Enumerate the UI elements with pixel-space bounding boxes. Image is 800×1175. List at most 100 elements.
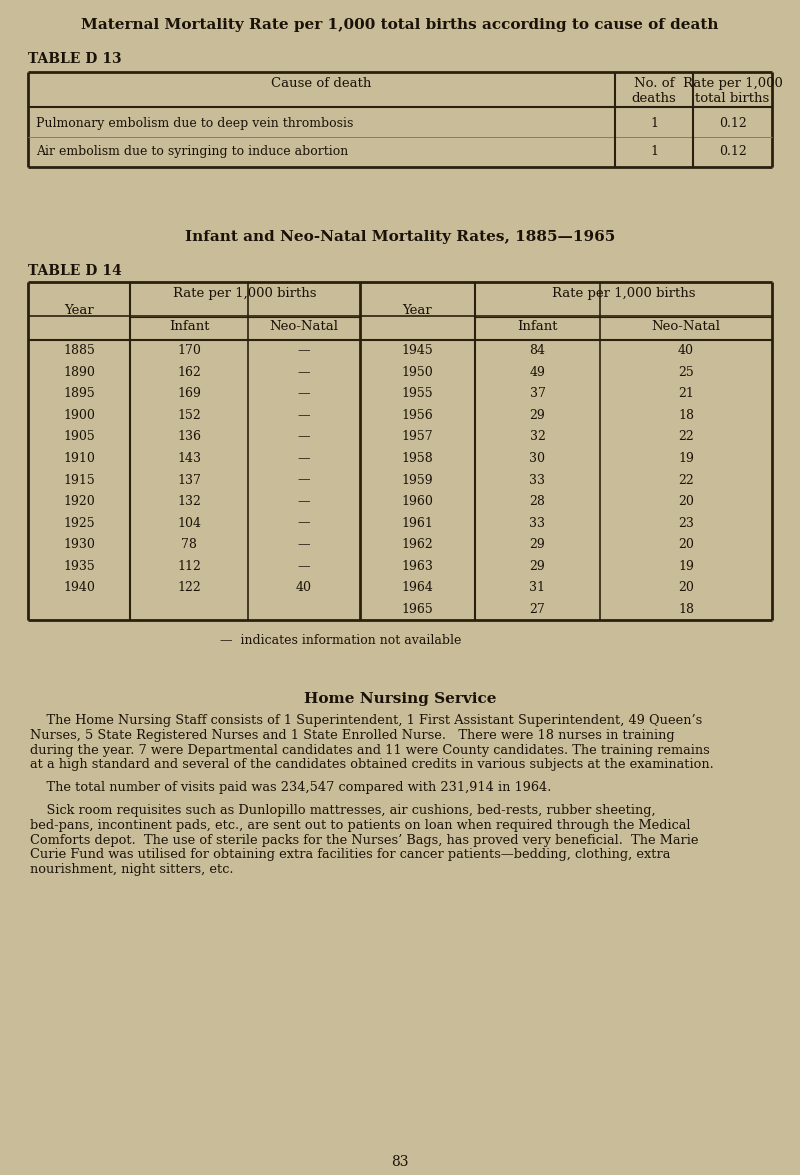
Text: 37: 37 bbox=[530, 388, 546, 401]
Text: 152: 152 bbox=[177, 409, 201, 422]
Text: 1920: 1920 bbox=[63, 495, 95, 508]
Text: 21: 21 bbox=[678, 388, 694, 401]
Text: 136: 136 bbox=[177, 430, 201, 443]
Text: 1915: 1915 bbox=[63, 474, 95, 486]
Text: Nurses, 5 State Registered Nurses and 1 State Enrolled Nurse.   There were 18 nu: Nurses, 5 State Registered Nurses and 1 … bbox=[30, 728, 674, 741]
Text: 1: 1 bbox=[650, 145, 658, 157]
Text: 104: 104 bbox=[177, 517, 201, 530]
Text: 31: 31 bbox=[530, 582, 546, 595]
Text: 1957: 1957 bbox=[402, 430, 434, 443]
Text: Rate per 1,000 births: Rate per 1,000 births bbox=[552, 287, 695, 300]
Text: Comforts depot.  The use of sterile packs for the Nurses’ Bags, has proved very : Comforts depot. The use of sterile packs… bbox=[30, 833, 698, 847]
Text: 20: 20 bbox=[678, 538, 694, 551]
Text: 1945: 1945 bbox=[402, 344, 434, 357]
Text: Year: Year bbox=[402, 304, 432, 317]
Text: —: — bbox=[298, 388, 310, 401]
Text: 0.12: 0.12 bbox=[718, 145, 746, 157]
Text: TABLE D 14: TABLE D 14 bbox=[28, 264, 122, 278]
Text: 1895: 1895 bbox=[63, 388, 95, 401]
Text: 33: 33 bbox=[530, 474, 546, 486]
Text: 29: 29 bbox=[530, 538, 546, 551]
Text: 169: 169 bbox=[177, 388, 201, 401]
Text: 0.12: 0.12 bbox=[718, 118, 746, 130]
Text: 1940: 1940 bbox=[63, 582, 95, 595]
Text: 1960: 1960 bbox=[402, 495, 434, 508]
Text: 1930: 1930 bbox=[63, 538, 95, 551]
Text: 1900: 1900 bbox=[63, 409, 95, 422]
Text: 143: 143 bbox=[177, 452, 201, 465]
Text: bed-pans, incontinent pads, etc., are sent out to patients on loan when required: bed-pans, incontinent pads, etc., are se… bbox=[30, 819, 690, 832]
Text: Infant: Infant bbox=[169, 320, 210, 333]
Text: 30: 30 bbox=[530, 452, 546, 465]
Text: 162: 162 bbox=[177, 365, 201, 378]
Text: 1958: 1958 bbox=[402, 452, 434, 465]
Text: 78: 78 bbox=[181, 538, 197, 551]
Text: 29: 29 bbox=[530, 559, 546, 572]
Text: Home Nursing Service: Home Nursing Service bbox=[304, 692, 496, 706]
Text: Neo-Natal: Neo-Natal bbox=[651, 320, 721, 333]
Text: 18: 18 bbox=[678, 409, 694, 422]
Text: —: — bbox=[298, 495, 310, 508]
Text: at a high standard and several of the candidates obtained credits in various sub: at a high standard and several of the ca… bbox=[30, 758, 714, 772]
Text: 20: 20 bbox=[678, 495, 694, 508]
Text: Curie Fund was utilised for obtaining extra facilities for cancer patients—beddi: Curie Fund was utilised for obtaining ex… bbox=[30, 848, 670, 861]
Text: Infant: Infant bbox=[518, 320, 558, 333]
Text: 29: 29 bbox=[530, 409, 546, 422]
Text: —: — bbox=[298, 517, 310, 530]
Text: The Home Nursing Staff consists of 1 Superintendent, 1 First Assistant Superinte: The Home Nursing Staff consists of 1 Sup… bbox=[30, 714, 702, 727]
Text: 49: 49 bbox=[530, 365, 546, 378]
Text: 22: 22 bbox=[678, 474, 694, 486]
Text: —: — bbox=[298, 452, 310, 465]
Text: Cause of death: Cause of death bbox=[271, 78, 372, 90]
Text: 28: 28 bbox=[530, 495, 546, 508]
Text: 20: 20 bbox=[678, 582, 694, 595]
Text: —: — bbox=[298, 409, 310, 422]
Text: 1925: 1925 bbox=[63, 517, 95, 530]
Text: 23: 23 bbox=[678, 517, 694, 530]
Text: —: — bbox=[298, 430, 310, 443]
Text: 1: 1 bbox=[650, 118, 658, 130]
Text: 18: 18 bbox=[678, 603, 694, 616]
Text: 1962: 1962 bbox=[402, 538, 434, 551]
Text: Year: Year bbox=[64, 304, 94, 317]
Text: Rate per 1,000 births: Rate per 1,000 births bbox=[174, 287, 317, 300]
Text: 1961: 1961 bbox=[402, 517, 434, 530]
Text: 1963: 1963 bbox=[402, 559, 434, 572]
Text: 1935: 1935 bbox=[63, 559, 95, 572]
Text: Sick room requisites such as Dunlopillo mattresses, air cushions, bed-rests, rub: Sick room requisites such as Dunlopillo … bbox=[30, 804, 656, 817]
Text: 19: 19 bbox=[678, 559, 694, 572]
Text: —: — bbox=[298, 344, 310, 357]
Text: 137: 137 bbox=[177, 474, 201, 486]
Text: 40: 40 bbox=[678, 344, 694, 357]
Text: 83: 83 bbox=[391, 1155, 409, 1169]
Text: 1956: 1956 bbox=[402, 409, 434, 422]
Text: Infant and Neo-Natal Mortality Rates, 1885—1965: Infant and Neo-Natal Mortality Rates, 18… bbox=[185, 230, 615, 244]
Text: Maternal Mortality Rate per 1,000 total births according to cause of death: Maternal Mortality Rate per 1,000 total … bbox=[82, 18, 718, 32]
Text: 25: 25 bbox=[678, 365, 694, 378]
Text: nourishment, night sitters, etc.: nourishment, night sitters, etc. bbox=[30, 864, 234, 877]
Text: 84: 84 bbox=[530, 344, 546, 357]
Text: 19: 19 bbox=[678, 452, 694, 465]
Text: 1905: 1905 bbox=[63, 430, 95, 443]
Text: —: — bbox=[298, 538, 310, 551]
Text: Neo-Natal: Neo-Natal bbox=[270, 320, 338, 333]
Text: 32: 32 bbox=[530, 430, 546, 443]
Text: 1885: 1885 bbox=[63, 344, 95, 357]
Text: 1950: 1950 bbox=[402, 365, 434, 378]
Text: 33: 33 bbox=[530, 517, 546, 530]
Text: 40: 40 bbox=[296, 582, 312, 595]
Text: 122: 122 bbox=[177, 582, 201, 595]
Text: during the year. 7 were Departmental candidates and 11 were County candidates. T: during the year. 7 were Departmental can… bbox=[30, 744, 710, 757]
Text: —: — bbox=[298, 474, 310, 486]
Text: 1955: 1955 bbox=[402, 388, 434, 401]
Text: —: — bbox=[298, 559, 310, 572]
Text: TABLE D 13: TABLE D 13 bbox=[28, 52, 122, 66]
Text: 1959: 1959 bbox=[402, 474, 434, 486]
Text: The total number of visits paid was 234,547 compared with 231,914 in 1964.: The total number of visits paid was 234,… bbox=[30, 781, 551, 794]
Text: —: — bbox=[298, 365, 310, 378]
Text: Pulmonary embolism due to deep vein thrombosis: Pulmonary embolism due to deep vein thro… bbox=[36, 118, 354, 130]
Text: 112: 112 bbox=[177, 559, 201, 572]
Text: —  indicates information not available: — indicates information not available bbox=[220, 634, 462, 647]
Text: Air embolism due to syringing to induce abortion: Air embolism due to syringing to induce … bbox=[36, 145, 348, 157]
Text: 132: 132 bbox=[177, 495, 201, 508]
